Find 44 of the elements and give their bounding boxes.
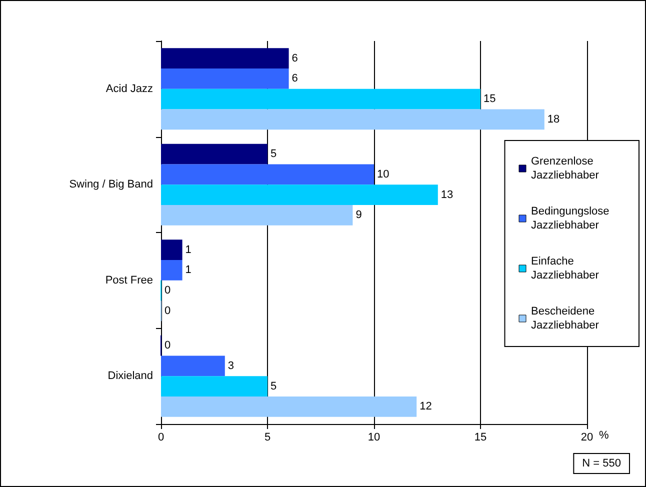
legend-label: Grenzenlose Jazzliebhaber xyxy=(531,156,600,182)
bar xyxy=(161,109,544,130)
bar xyxy=(161,164,374,185)
data-label: 5 xyxy=(270,380,277,392)
bar xyxy=(161,184,438,205)
bar xyxy=(161,204,353,226)
data-label: 13 xyxy=(440,188,454,201)
data-label: 10 xyxy=(377,168,390,180)
data-label: 0 xyxy=(164,340,171,352)
x-tick-label: 10 xyxy=(368,432,380,444)
bar xyxy=(161,144,268,164)
y-tick-label: Dixieland xyxy=(108,370,153,382)
data-label: 1 xyxy=(185,244,192,256)
x-tick-label: 15 xyxy=(474,432,487,444)
x-tick-label: 0 xyxy=(158,432,164,444)
data-label: 5 xyxy=(270,148,277,160)
bar xyxy=(161,68,289,89)
bar xyxy=(161,48,289,69)
bar xyxy=(161,396,417,417)
data-label: 6 xyxy=(292,52,298,64)
bar xyxy=(161,376,268,396)
x-axis-title: % xyxy=(599,430,610,442)
y-tick-label: Post Free xyxy=(105,274,153,286)
y-tick-label: Acid Jazz xyxy=(106,82,153,95)
legend-label: Bescheidene Jazzliebhaber xyxy=(531,306,600,332)
data-label: 18 xyxy=(547,113,560,126)
x-tick-label: 5 xyxy=(264,432,271,444)
data-label: 12 xyxy=(420,400,432,413)
data-label: 9 xyxy=(356,209,362,222)
data-label: 1 xyxy=(185,264,192,276)
bar xyxy=(161,260,182,280)
data-label: 0 xyxy=(164,284,171,297)
legend-label: Bedingungslose Jazzliebhaber xyxy=(531,206,612,232)
bar xyxy=(161,88,480,110)
legend-label: Einfache Jazzliebhaber xyxy=(531,256,600,282)
data-label: 0 xyxy=(164,304,171,317)
text: N = 550 xyxy=(582,458,622,470)
bar xyxy=(161,240,182,260)
data-label: 3 xyxy=(228,360,234,372)
x-tick-label: 20 xyxy=(580,432,594,444)
data-label: 15 xyxy=(484,93,496,106)
bar xyxy=(161,356,225,376)
data-label: 6 xyxy=(292,72,298,85)
y-tick-label: Swing / Big Band xyxy=(69,178,153,191)
